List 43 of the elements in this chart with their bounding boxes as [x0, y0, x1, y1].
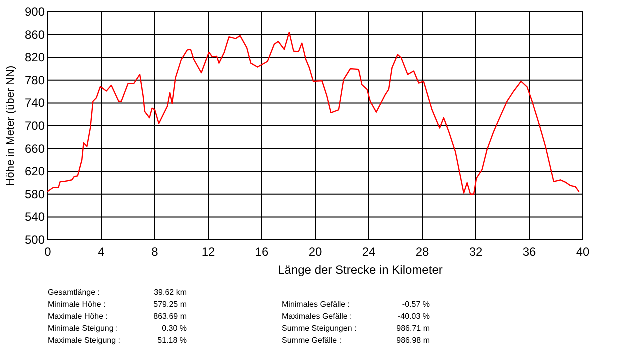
x-tick-label: 36	[522, 245, 536, 259]
text: Summe Steigungen :	[282, 324, 357, 333]
y-tick-label: 780	[24, 73, 46, 88]
y-axis-title: Höhe in Meter (über NN)	[5, 66, 17, 186]
text: 986.71 m	[396, 324, 430, 333]
text: Maximales Gefälle :	[282, 312, 352, 321]
y-tick-label: 740	[24, 96, 46, 110]
x-tick-label: 20	[308, 245, 322, 259]
y-tick-label: 620	[24, 164, 46, 179]
text: Minimale Steigung :	[48, 324, 118, 333]
y-tick-label: 900	[24, 5, 46, 19]
text: -40.03 %	[398, 312, 430, 321]
x-tick-label: 8	[152, 245, 159, 259]
y-tick-label: 500	[24, 233, 46, 247]
x-tick-label: 0	[44, 245, 52, 259]
text: 0.30 %	[162, 324, 187, 333]
text: 579.25 m	[154, 300, 188, 309]
text: Minimale Höhe :	[48, 300, 106, 309]
line-series	[47, 32, 580, 195]
text: Minimales Gefälle :	[282, 300, 350, 309]
y-tick-label: 820	[24, 50, 46, 65]
text: 986.98 m	[396, 336, 430, 345]
text: 51.18 %	[158, 336, 187, 345]
x-tick-label: 24	[362, 245, 376, 259]
y-tick-label: 700	[24, 119, 46, 133]
y-tick-label: 540	[24, 210, 46, 224]
x-tick-label: 32	[469, 245, 483, 259]
x-tick-label: 28	[416, 245, 430, 259]
text: Summe Gefälle :	[282, 336, 342, 345]
text: 863.69 m	[154, 312, 188, 321]
y-tick-label: 860	[24, 28, 46, 42]
text: 39.62 km	[154, 288, 188, 297]
x-axis-title: Länge der Strecke in Kilometer	[278, 263, 443, 277]
x-tick-label: 40	[576, 245, 590, 259]
text: -0.57 %	[402, 300, 430, 309]
text: Gesamtlänge :	[48, 288, 100, 297]
x-tick-label: 16	[255, 245, 269, 259]
y-tick-label: 580	[24, 187, 46, 202]
x-tick-label: 4	[98, 245, 106, 259]
text: Maximale Steigung :	[48, 336, 120, 345]
y-tick-label: 660	[24, 142, 46, 156]
text: Maximale Höhe :	[48, 312, 108, 321]
x-tick-label: 12	[202, 245, 216, 259]
